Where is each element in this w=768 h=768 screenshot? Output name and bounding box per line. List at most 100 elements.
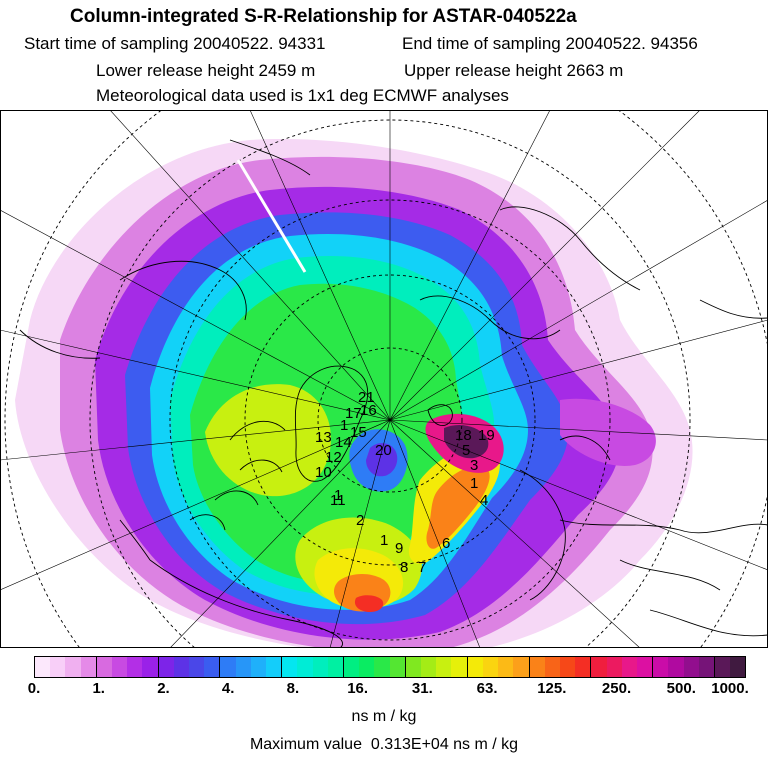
color-scale-segment [327, 657, 345, 677]
coastlines [19, 139, 768, 648]
color-scale-tick-label: 500. [666, 680, 696, 697]
color-scale-tick-label: 250. [601, 680, 632, 697]
trajectory-marker: 1 [470, 475, 478, 492]
color-scale-segment [683, 657, 699, 677]
coastline-greenland [294, 365, 369, 482]
latitude-circle [244, 274, 536, 566]
data-gap-streak [236, 159, 307, 273]
color-scale-segment [467, 657, 483, 677]
field-center-indigo [366, 443, 398, 477]
trajectory-marker: 21 [358, 389, 375, 406]
color-scale-segment [606, 657, 622, 677]
color-scale-segment [698, 657, 715, 677]
maximum-value-line: Maximum value 0.313E+04 ns m / kg [0, 736, 768, 754]
color-scale-segment [730, 657, 746, 677]
color-scale-segment [668, 657, 684, 677]
coastline-canadian-archipelago [189, 420, 286, 531]
meridian-line [169, 419, 391, 648]
trajectory-marker: 1 [334, 487, 342, 504]
color-scale-segment [544, 657, 560, 677]
color-scale-tick-label: 16. [347, 680, 369, 697]
color-scale-tick-label: 8. [286, 680, 300, 697]
color-scale-segment [389, 657, 406, 677]
trajectory-marker: 16 [360, 402, 377, 419]
trajectory-marker: 13 [315, 429, 332, 446]
trajectory-marker: 14 [335, 434, 352, 451]
color-scale-segment [127, 657, 143, 677]
meridian-line [389, 419, 481, 648]
end-time-label: End time of sampling 20040522. 94356 [402, 34, 698, 53]
trajectory-marker: 18 [455, 427, 472, 444]
meridian-line [389, 419, 768, 441]
coastline-scandinavia [519, 435, 611, 601]
color-scale-segment [529, 657, 545, 677]
page-title: Column-integrated S-R-Relationship for A… [70, 6, 577, 27]
field-east-patch [560, 398, 656, 466]
meridian-line [0, 329, 391, 421]
meridian-line [389, 419, 768, 571]
color-scale-segment [575, 657, 592, 677]
color-scale-segment [451, 657, 468, 677]
trajectory-marker: 19 [478, 427, 495, 444]
trajectory-marker: 3 [470, 457, 478, 474]
color-scale-segment [421, 657, 437, 677]
unit-label: ns m / kg [351, 708, 417, 725]
color-scale-segment [65, 657, 81, 677]
color-scale-segment [374, 657, 390, 677]
trajectory-marker: 15 [350, 424, 367, 441]
start-time-label: Start time of sampling 20040522. 94331 [24, 34, 326, 53]
trajectory-markers: 1 1 1 1 2 3 4 5 6 7 8 9 10 11 12 13 14 1… [315, 389, 495, 576]
meridian-line [249, 110, 391, 421]
color-scale-segment [266, 657, 283, 677]
color-scale-segment [714, 657, 731, 677]
color-scale-segment [35, 657, 51, 677]
trajectory-marker: 2 [356, 512, 364, 529]
color-scale-tick-label: 63. [476, 680, 498, 697]
color-scale-segment [250, 657, 267, 677]
color-scale-segment [636, 657, 654, 677]
color-scale-segment [173, 657, 190, 677]
meteorological-data-label: Meteorological data used is 1x1 deg ECMW… [96, 86, 509, 105]
meridian-line [329, 419, 391, 648]
trajectory-marker: 12 [325, 449, 342, 466]
latitude-circle [89, 119, 691, 648]
field-band-orange [426, 466, 490, 549]
color-scale-segment [312, 657, 328, 677]
color-scale-segment [653, 657, 669, 677]
meridian-line [0, 419, 391, 461]
field-level-red [354, 595, 384, 612]
trajectory-marker: 1 [340, 417, 348, 434]
color-scale-segment [80, 657, 97, 677]
color-scale-segment [112, 657, 128, 677]
meridians [0, 110, 768, 648]
maximum-value-label: Maximum value [249, 736, 362, 753]
color-scale-tick-label: 1. [92, 680, 105, 697]
trajectory-marker: 7 [418, 559, 426, 576]
meridian-line [389, 110, 701, 421]
color-scale-segment [96, 657, 113, 677]
color-scale-segment [359, 657, 375, 677]
coastline-alaska [19, 260, 247, 359]
color-scale-bar [34, 656, 746, 678]
color-scale-segment [204, 657, 221, 677]
color-scale-tick-label: 31. [411, 680, 433, 697]
color-scale-segment [142, 657, 159, 677]
trajectory-marker: 11 [330, 492, 346, 509]
color-scale-segment [282, 657, 298, 677]
color-scale-segment [482, 657, 499, 677]
trajectory-marker: 4 [480, 492, 488, 509]
meridian-line [0, 209, 391, 421]
coastline-north-america [119, 519, 343, 648]
coastline-east-asia [229, 139, 768, 319]
meridian-line [389, 199, 768, 421]
latitude-circle [169, 199, 611, 641]
trajectory-marker: 6 [442, 535, 450, 552]
lower-release-height-label: Lower release height 2459 m [96, 61, 316, 80]
trajectory-marker: 9 [395, 540, 403, 557]
color-scale-tick-label: 1000. [711, 680, 749, 697]
meridian-line [109, 110, 391, 421]
color-scale-tick-label: 0. [27, 680, 41, 697]
trajectory-marker: 5 [462, 442, 470, 459]
color-scale-segment [189, 657, 205, 677]
color-scale-segment [559, 657, 576, 677]
